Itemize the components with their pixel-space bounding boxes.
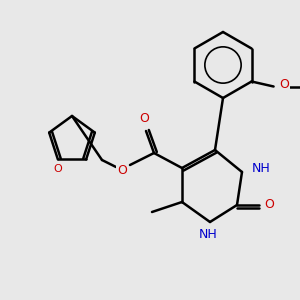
Text: O: O [53,164,62,174]
Text: NH: NH [199,227,218,241]
Text: O: O [117,164,127,176]
Text: O: O [264,199,274,212]
Text: O: O [280,78,290,91]
Text: NH: NH [252,163,271,176]
Text: O: O [139,112,149,125]
